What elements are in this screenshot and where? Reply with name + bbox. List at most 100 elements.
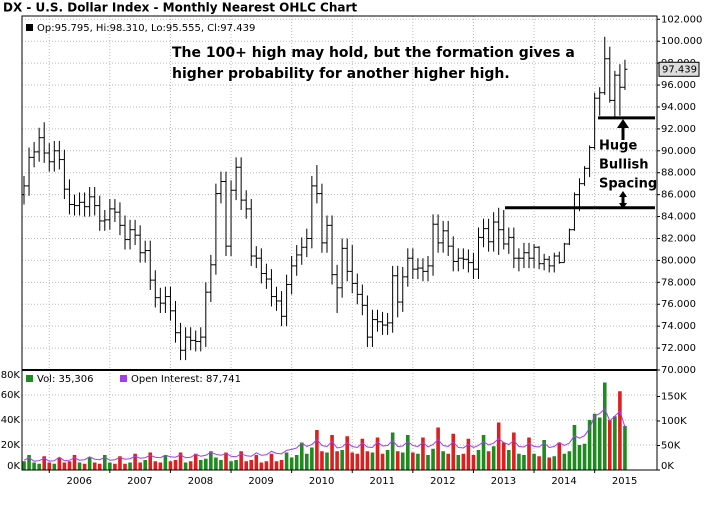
volume-bar: [426, 455, 430, 470]
volume-bar: [330, 435, 334, 470]
y-tick-label: 70.000: [661, 365, 696, 376]
volume-bar: [592, 413, 597, 470]
volume-bar: [133, 453, 137, 470]
volume-bar: [299, 442, 304, 470]
volume-bar: [219, 460, 223, 470]
volume-bar: [582, 443, 587, 470]
annotation: Spacing: [599, 177, 657, 192]
volume-bar: [481, 435, 486, 470]
volume-bar: [214, 457, 218, 470]
volume-bar: [77, 462, 82, 470]
y-tick-label: 90.000: [661, 146, 696, 157]
annotation: higher probability for another higher hi…: [172, 66, 510, 82]
volume-bar: [244, 461, 248, 470]
volume-bar: [411, 452, 415, 470]
volume-bar: [269, 453, 274, 470]
volume-bar: [259, 462, 264, 470]
volume-bar: [27, 455, 31, 470]
volume-bar: [572, 425, 577, 470]
x-tick-label: 2006: [67, 476, 92, 487]
volume-bar: [173, 460, 178, 470]
volume-bar: [431, 448, 435, 470]
y-tick-label: 72.000: [661, 343, 696, 354]
volume-bar: [284, 452, 289, 470]
volume-bar: [204, 458, 208, 470]
volume-bar: [305, 453, 309, 470]
plot-bg: [22, 16, 657, 470]
y2-tick-label: 50K: [661, 440, 681, 451]
volume-bar: [466, 438, 471, 470]
x-tick-label: 2010: [309, 476, 334, 487]
volume-bar: [355, 453, 360, 470]
y-tick-label: 78.000: [661, 277, 696, 288]
volume-bar: [365, 451, 370, 470]
volume-bar: [512, 432, 516, 470]
volume-bar: [148, 452, 153, 470]
volume-bar: [153, 461, 158, 470]
volume-bar: [517, 453, 521, 470]
volume-bar: [224, 452, 228, 470]
arrow-head: [619, 191, 627, 197]
volume-bar: [123, 463, 127, 470]
y-tick-label: 0K: [7, 461, 20, 472]
x-tick-label: 2012: [430, 476, 455, 487]
volume-bar: [279, 460, 284, 470]
volume-bar: [47, 462, 52, 470]
volume-bar: [597, 417, 602, 470]
price-label-box: [658, 61, 700, 77]
volume-bar: [613, 416, 617, 470]
volume-bar: [193, 453, 198, 470]
volume-bar: [527, 437, 531, 470]
volume-bar: [567, 451, 572, 470]
volume-bar: [67, 461, 72, 470]
volume-bar: [52, 463, 57, 470]
x-tick-label: 2008: [188, 476, 213, 487]
legend-label: Open Interest: 87,741: [131, 374, 241, 385]
volume-bar: [395, 451, 400, 470]
y-tick-label: 102.000: [661, 14, 702, 25]
volume-bar: [400, 452, 405, 470]
y2-tick-label: 150K: [661, 391, 687, 402]
y-tick-label: 96.000: [661, 80, 696, 91]
volume-bar: [390, 432, 395, 470]
legend-label: Op:95.795, Hi:98.310, Lo:95.555, Cl:97.4…: [37, 23, 255, 34]
volume-bar: [32, 462, 36, 470]
volume-bar: [380, 453, 385, 470]
volume-bar: [113, 463, 117, 470]
y-tick-label: 82.000: [661, 233, 696, 244]
y-tick-label: 84.000: [661, 212, 696, 223]
volume-bar: [325, 452, 329, 470]
volume-bar: [416, 453, 420, 470]
volume-bar: [542, 440, 546, 470]
volume-bar: [486, 451, 491, 470]
volume-bar: [158, 462, 163, 470]
volume-bar: [618, 391, 622, 470]
volume-bar: [501, 442, 506, 470]
volume-bar: [491, 446, 496, 470]
volume-bar: [274, 461, 279, 470]
chart-title: DX - U.S. Dollar Index - Monthly Nearest…: [3, 1, 357, 15]
volume-bar: [577, 445, 582, 470]
volume-bar: [118, 456, 122, 470]
y-tick-label: 86.000: [661, 190, 696, 201]
volume-bar: [375, 437, 380, 470]
y-tick-label: 92.000: [661, 124, 696, 135]
annotation: The 100+ high may hold, but the formatio…: [172, 45, 575, 61]
volume-bar: [446, 453, 450, 470]
volume-bar: [345, 436, 349, 470]
x-tick-label: 2013: [491, 476, 516, 487]
volume-bar: [97, 463, 102, 470]
volume-bar: [451, 433, 456, 470]
y-tick-label: 20K: [1, 440, 21, 451]
volume-bar: [537, 456, 541, 470]
volume-bar: [264, 461, 269, 470]
volume-bar: [22, 461, 26, 470]
y-tick-label: 40K: [1, 415, 21, 426]
volume-bar: [72, 455, 77, 470]
volume-bar: [178, 452, 183, 470]
volume-bar: [623, 425, 627, 470]
volume-bar: [340, 450, 344, 470]
volume-bar: [436, 427, 440, 470]
volume-bar: [496, 422, 501, 470]
